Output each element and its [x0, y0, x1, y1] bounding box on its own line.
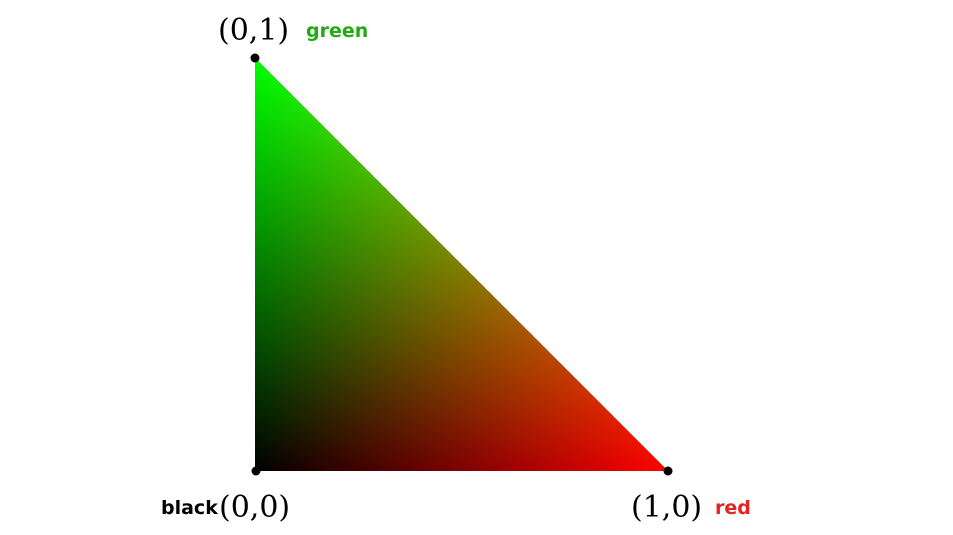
- interpolated-triangle: [255, 58, 668, 471]
- right-vertex-coord-label: (1,0): [631, 490, 702, 525]
- triangle-green-component: [255, 58, 668, 471]
- vertex-dot-right: [663, 466, 673, 476]
- top-vertex-color-label: green: [306, 20, 368, 42]
- origin-vertex-color-label: black: [161, 497, 218, 519]
- origin-vertex-coord-label: (0,0): [219, 490, 290, 525]
- vertex-dot-top: [250, 53, 260, 63]
- vertex-dot-origin: [251, 466, 261, 476]
- right-vertex-color-label: red: [715, 497, 751, 519]
- top-vertex-coord-label: (0,1): [218, 13, 289, 48]
